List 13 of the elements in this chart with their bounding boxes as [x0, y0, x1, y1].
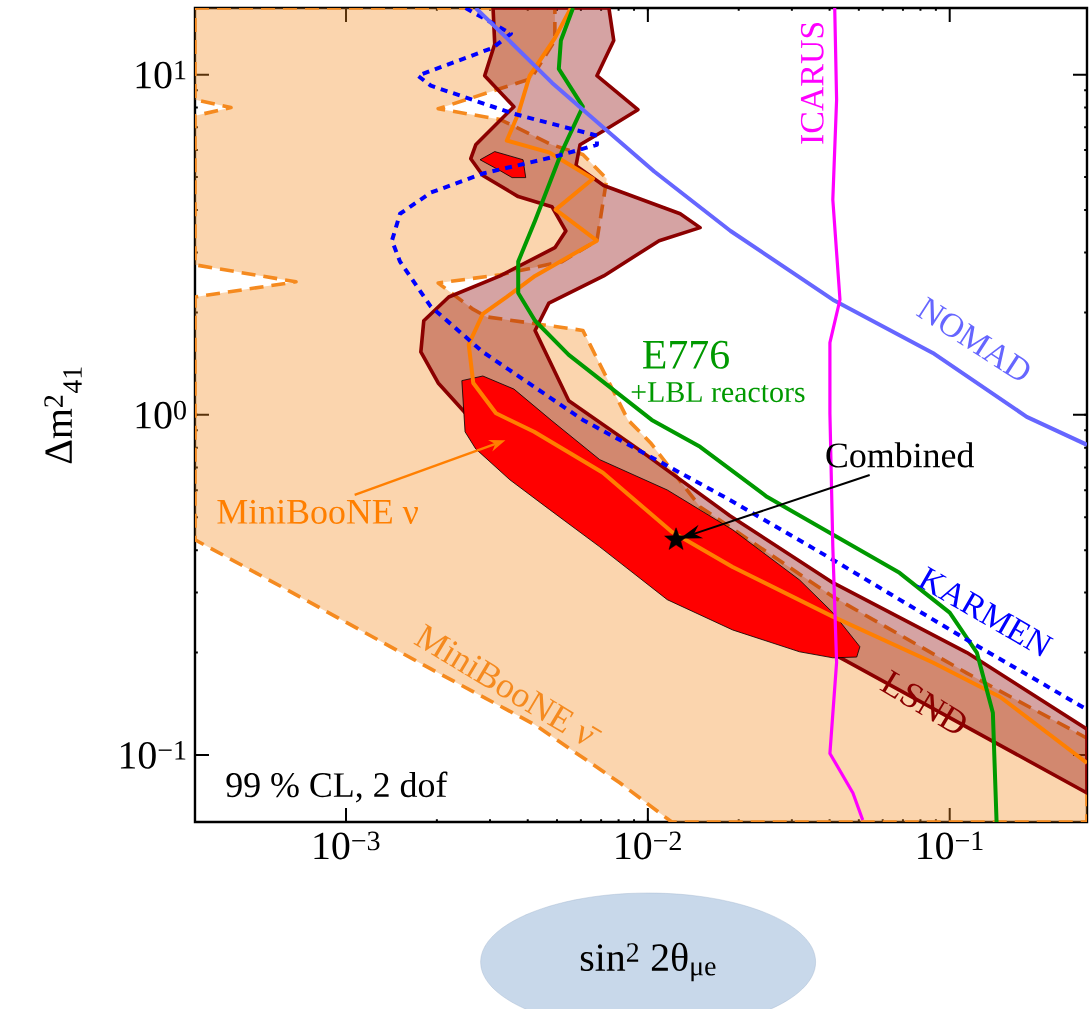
annotation: 99 % CL, 2 dof — [226, 771, 448, 803]
x-tick-label: 10$^{−3}$ — [314, 831, 380, 860]
annotation: +LBL reactors — [631, 382, 805, 403]
y-tick-label: 10$^{−1}$ — [120, 741, 186, 769]
y-tick-label: 10$^{0}$ — [136, 400, 186, 429]
y-tick-label: 10$^{1}$ — [136, 60, 186, 89]
legend-label: MiniBooNE ν — [217, 499, 419, 524]
x-tick-label: 10$^{−1}$ — [918, 831, 983, 860]
x-tick-label: 10$^{−2}$ — [616, 831, 681, 860]
text: ICARUS — [800, 22, 824, 144]
x-axis-title: sin$^{2}$ 2θ$_{μe}$ — [580, 942, 716, 982]
y-axis-title: Δm$^{2}$41 — [44, 367, 82, 464]
series-label: E776 — [643, 340, 729, 369]
